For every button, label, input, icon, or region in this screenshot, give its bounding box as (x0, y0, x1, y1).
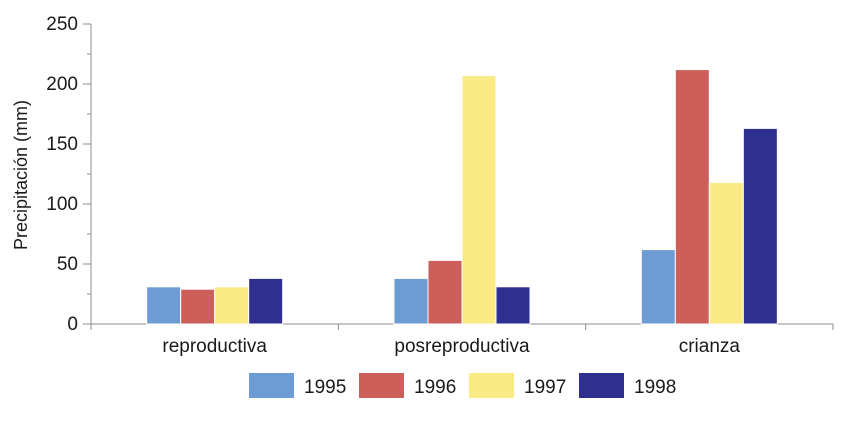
y-tick-label: 100 (46, 194, 78, 215)
legend-swatch (579, 373, 624, 398)
bar-1996-posreproductiva (427, 259, 463, 325)
legend-swatch (249, 373, 294, 398)
bar-1997-posreproductiva (461, 75, 497, 325)
legend: 1995 1996 1997 1998 (249, 373, 676, 398)
y-tick-label: 200 (46, 74, 78, 95)
bar-1995-reproductiva (146, 286, 182, 325)
bar-1995-crianza (640, 249, 676, 325)
y-axis: 0 50 100 150 200 250 (46, 14, 92, 335)
legend-swatch (469, 373, 514, 398)
legend-item-1998: 1998 (579, 373, 676, 398)
category-label: crianza (679, 336, 741, 357)
y-tick-label: 250 (46, 14, 78, 35)
bar-1998-crianza (742, 127, 778, 325)
legend-label: 1997 (524, 377, 566, 398)
bar-1995-posreproductiva (393, 277, 429, 325)
y-tick-label: 150 (46, 134, 78, 155)
category-label: posreproductiva (394, 336, 530, 357)
bar-1998-posreproductiva (495, 286, 531, 325)
x-axis: reproductiva posreproductiva crianza (90, 323, 834, 357)
legend-label: 1996 (414, 377, 456, 398)
category-label: reproductiva (162, 336, 267, 357)
legend-item-1995: 1995 (249, 373, 346, 398)
bar-1997-crianza (708, 181, 744, 325)
legend-label: 1995 (304, 377, 346, 398)
bars (146, 69, 778, 325)
legend-label: 1998 (634, 377, 676, 398)
bar-1997-reproductiva (214, 286, 250, 325)
legend-item-1996: 1996 (359, 373, 456, 398)
bar-1996-reproductiva (180, 288, 216, 325)
bar-1996-crianza (674, 69, 710, 325)
legend-item-1997: 1997 (469, 373, 566, 398)
y-tick-label: 50 (57, 254, 78, 275)
y-tick-label: 0 (67, 314, 78, 335)
bar-1998-reproductiva (248, 277, 284, 325)
y-axis-title: Precipitación (mm) (11, 100, 31, 250)
legend-swatch (359, 373, 404, 398)
